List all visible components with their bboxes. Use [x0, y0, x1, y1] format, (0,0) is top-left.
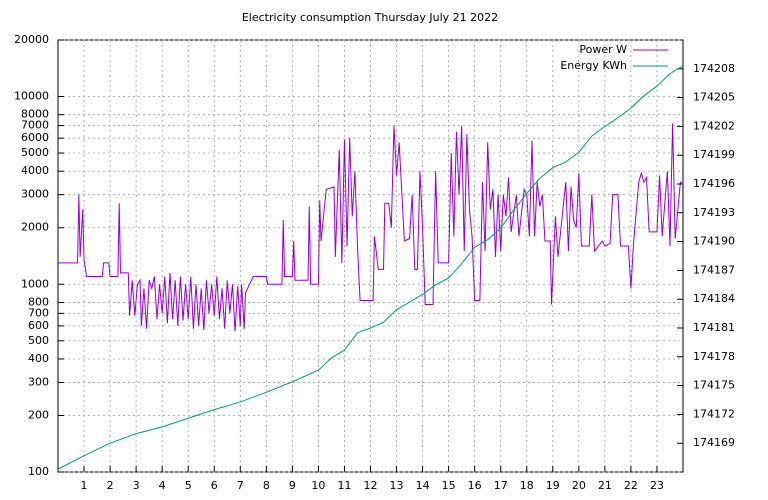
x-tick-label: 4 [159, 479, 166, 492]
y2-tick-label: 174178 [693, 350, 735, 363]
y-tick-label: 2000 [21, 221, 49, 234]
y-tick-label: 800 [28, 295, 49, 308]
x-tick-label: 2 [107, 479, 114, 492]
y-tick-label: 600 [28, 319, 49, 332]
y2-tick-label: 174169 [693, 436, 735, 449]
x-tick-label: 9 [289, 479, 296, 492]
y-tick-label: 200 [28, 408, 49, 421]
y2-tick-label: 174193 [693, 206, 735, 219]
x-tick-label: 17 [494, 479, 508, 492]
y-tick-label: 6000 [21, 131, 49, 144]
y2-tick-label: 174199 [693, 148, 735, 161]
legend-label: Energy KWh [560, 59, 627, 72]
y2-tick-label: 174205 [693, 91, 735, 104]
legend-label: Power W [579, 43, 627, 56]
x-tick-label: 6 [211, 479, 218, 492]
y-tick-label: 1000 [21, 277, 49, 290]
y2-tick-label: 174175 [693, 379, 735, 392]
y2-tick-label: 174172 [693, 407, 735, 420]
x-tick-label: 18 [520, 479, 534, 492]
x-tick-label: 13 [390, 479, 404, 492]
x-tick-label: 7 [237, 479, 244, 492]
x-tick-label: 14 [416, 479, 430, 492]
x-tick-label: 23 [650, 479, 664, 492]
x-tick-label: 11 [337, 479, 351, 492]
y-tick-label: 20000 [14, 33, 49, 46]
y-tick-label: 7000 [21, 119, 49, 132]
y2-tick-label: 174208 [693, 62, 735, 75]
y-tick-label: 10000 [14, 90, 49, 103]
x-tick-label: 16 [468, 479, 482, 492]
y-tick-label: 4000 [21, 164, 49, 177]
y2-tick-label: 174184 [693, 292, 735, 305]
y2-tick-label: 174181 [693, 321, 735, 334]
y2-tick-label: 174196 [693, 177, 735, 190]
y-tick-label: 700 [28, 306, 49, 319]
y2-tick-label: 174190 [693, 235, 735, 248]
x-tick-label: 19 [546, 479, 560, 492]
x-tick-label: 20 [572, 479, 586, 492]
chart-title: Electricity consumption Thursday July 21… [242, 11, 498, 24]
y-tick-label: 3000 [21, 188, 49, 201]
x-tick-label: 21 [598, 479, 612, 492]
y2-tick-label: 174187 [693, 263, 735, 276]
x-tick-label: 22 [624, 479, 638, 492]
x-tick-label: 3 [133, 479, 140, 492]
x-tick-label: 10 [311, 479, 325, 492]
y-tick-label: 400 [28, 352, 49, 365]
y-tick-label: 500 [28, 334, 49, 347]
x-tick-label: 1 [81, 479, 88, 492]
y-tick-label: 300 [28, 375, 49, 388]
y-tick-label: 8000 [21, 108, 49, 121]
x-tick-label: 15 [442, 479, 456, 492]
y-tick-label: 100 [28, 465, 49, 478]
y2-tick-label: 174202 [693, 119, 735, 132]
x-tick-label: 12 [364, 479, 378, 492]
x-tick-label: 8 [263, 479, 270, 492]
series-line [57, 65, 684, 470]
x-tick-label: 5 [185, 479, 192, 492]
y-tick-label: 5000 [21, 146, 49, 159]
series-line [58, 123, 684, 332]
